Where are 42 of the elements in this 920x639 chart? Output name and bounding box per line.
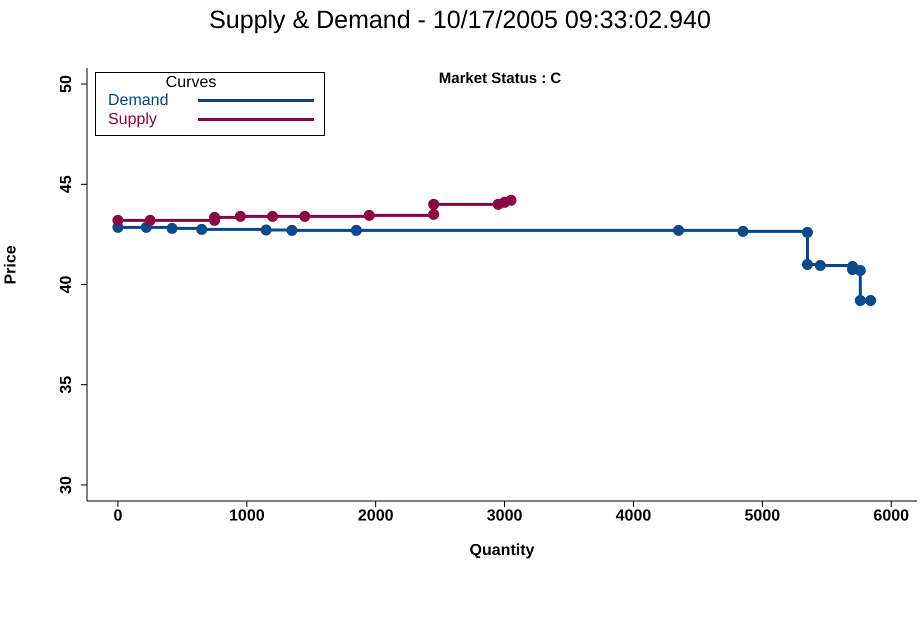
point: [738, 226, 749, 237]
point: [196, 224, 208, 235]
point: [112, 214, 124, 226]
x-tick-label: 3000: [486, 507, 522, 524]
x-tick-label: 4000: [616, 507, 652, 524]
point: [814, 260, 826, 271]
point: [267, 210, 278, 222]
point: [350, 224, 362, 236]
point: [865, 295, 876, 306]
point: [166, 222, 178, 234]
point: [364, 210, 375, 221]
x-tick-label: 2000: [358, 507, 394, 524]
x-tick-label: 5000: [744, 507, 780, 524]
point: [234, 210, 246, 222]
point: [144, 214, 156, 226]
y-tick-label: 40: [58, 276, 75, 294]
point: [802, 226, 813, 238]
point: [260, 224, 272, 236]
point: [299, 210, 310, 222]
point: [428, 198, 440, 210]
point: [802, 258, 813, 270]
point: [140, 222, 152, 233]
y-tick-label: 50: [58, 75, 75, 93]
x-axis-title: Quantity: [470, 542, 535, 559]
point: [673, 224, 684, 236]
text: Demand: [108, 91, 170, 110]
legend-title: Curves: [166, 74, 216, 91]
x-tick-label: 0: [113, 507, 122, 524]
annotation: Market Status : C: [438, 70, 562, 87]
y-tick-label: 30: [58, 476, 75, 494]
point: [428, 208, 440, 220]
point: [286, 224, 298, 236]
point: [854, 264, 866, 276]
point: [506, 194, 517, 206]
chart-title: Supply & Demand - 10/17/2005 09:33:02.940: [208, 6, 712, 35]
point: [854, 295, 866, 306]
y-axis-title: Price: [2, 245, 20, 284]
x-tick-label: 6000: [873, 507, 910, 524]
x-tick-label: 1000: [229, 507, 265, 524]
text: Supply: [108, 110, 158, 129]
y-tick-label: 35: [58, 376, 75, 394]
y-tick-label: 45: [58, 175, 75, 194]
